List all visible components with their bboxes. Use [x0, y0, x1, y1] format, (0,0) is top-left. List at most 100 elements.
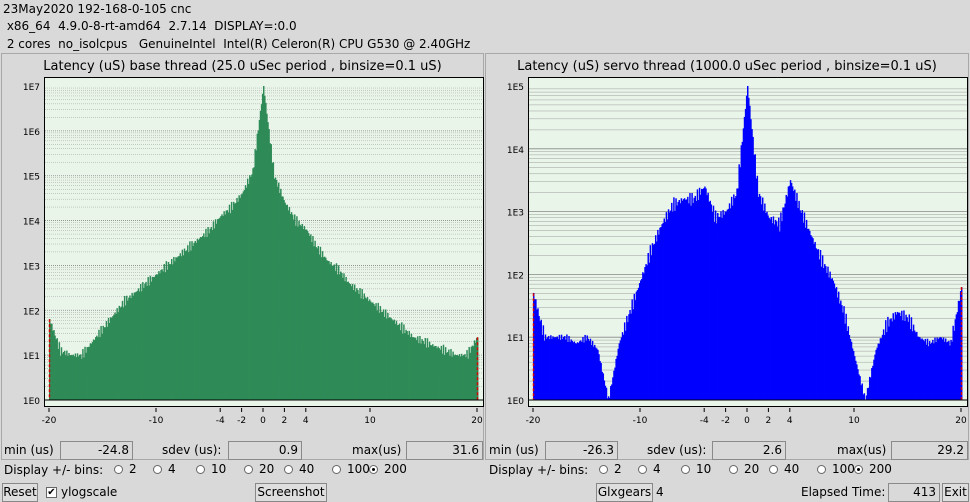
histogram-bar: [780, 212, 782, 400]
histogram-bar: [54, 335, 56, 400]
histogram-bar: [469, 352, 471, 400]
histogram-bar: [235, 202, 237, 400]
glxgears-button[interactable]: Glxgears: [596, 483, 653, 502]
histogram-bar: [281, 196, 283, 400]
histogram-bar: [310, 234, 312, 400]
histogram-bar: [386, 318, 388, 400]
histogram-bar: [220, 216, 222, 400]
histogram-bar: [580, 340, 582, 400]
histogram-bar: [845, 313, 847, 400]
histogram-bar: [778, 217, 780, 400]
histogram-bar: [830, 278, 832, 400]
servo-max-value: 29.2: [891, 441, 968, 460]
bins-option-4[interactable]: 4: [153, 462, 176, 476]
exit-button[interactable]: Exit: [942, 483, 969, 502]
histogram-bar: [725, 211, 728, 400]
histogram-bar: [327, 260, 329, 400]
histogram-bar: [149, 275, 152, 400]
radio-icon[interactable]: [638, 464, 647, 474]
histogram-bar: [827, 266, 829, 400]
histogram-bar: [224, 214, 226, 400]
histogram-bar: [283, 199, 285, 400]
histogram-bar: [739, 167, 741, 400]
ylogscale-checkbox[interactable]: ✔: [46, 487, 57, 498]
histogram-bar: [581, 341, 583, 400]
histogram-bar: [315, 247, 317, 400]
histogram-bar: [608, 397, 611, 400]
histogram-bar: [457, 355, 460, 400]
radio-icon[interactable]: [153, 464, 162, 474]
histogram-bar: [361, 289, 363, 400]
histogram-bar: [223, 211, 225, 400]
histogram-bar: [818, 259, 821, 400]
bins-option-40[interactable]: 40: [769, 462, 799, 476]
histogram-bar: [854, 356, 856, 400]
histogram-bar: [378, 313, 381, 400]
histogram-bar: [554, 337, 556, 400]
bins-option-2[interactable]: 2: [114, 462, 137, 476]
histogram-bar: [424, 337, 427, 400]
histogram-bar: [299, 224, 301, 400]
histogram-bar: [213, 228, 216, 400]
histogram-bar: [592, 346, 595, 400]
bins-option-40[interactable]: 40: [284, 462, 314, 476]
y-tick-label: 1E2: [507, 271, 524, 281]
histogram-bar: [388, 317, 390, 400]
histogram-bar: [881, 334, 884, 400]
histogram-bar: [389, 317, 391, 400]
bins-option-10[interactable]: 10: [681, 462, 711, 476]
histogram-bar: [358, 294, 360, 400]
radio-icon[interactable]: [854, 464, 863, 474]
histogram-bar: [91, 341, 94, 400]
histogram-bar: [450, 349, 452, 400]
radio-icon[interactable]: [196, 464, 205, 474]
histogram-bar: [468, 346, 470, 400]
histogram-bar: [696, 189, 699, 400]
bins-option-4[interactable]: 4: [638, 462, 661, 476]
radio-icon[interactable]: [769, 464, 778, 474]
radio-icon[interactable]: [244, 464, 253, 474]
histogram-bar: [774, 219, 777, 400]
histogram-bar: [83, 357, 85, 400]
bins-option-20[interactable]: 20: [729, 462, 759, 476]
histogram-bar: [116, 308, 118, 400]
histogram-bar: [940, 337, 943, 400]
histogram-bar: [760, 204, 763, 400]
histogram-bar: [56, 338, 58, 400]
bins-option-label: 2: [614, 462, 622, 476]
histogram-bar: [889, 319, 891, 400]
y-tick-label: 1E0: [23, 397, 40, 407]
histogram-bar: [227, 212, 230, 400]
bins-option-10[interactable]: 10: [196, 462, 226, 476]
radio-icon[interactable]: [284, 464, 293, 474]
histogram-bar: [325, 257, 327, 400]
reset-button[interactable]: Reset: [2, 483, 38, 502]
radio-icon[interactable]: [729, 464, 738, 474]
radio-icon[interactable]: [817, 464, 826, 474]
histogram-bar: [435, 346, 437, 400]
radio-icon[interactable]: [332, 464, 341, 474]
radio-icon[interactable]: [599, 464, 608, 474]
histogram-bar: [729, 208, 732, 400]
histogram-bar: [360, 298, 362, 400]
radio-icon[interactable]: [114, 464, 123, 474]
x-tick-label: -4: [216, 416, 225, 426]
histogram-bar: [852, 350, 855, 400]
bins-option-2[interactable]: 2: [599, 462, 622, 476]
bins-option-100[interactable]: 100: [817, 462, 855, 476]
histogram-bar: [934, 337, 936, 400]
histogram-bar: [647, 253, 649, 400]
x-tick-label: 2: [282, 416, 288, 426]
screenshot-button[interactable]: Screenshot: [255, 483, 327, 502]
histogram-bar: [309, 235, 311, 400]
bins-option-20[interactable]: 20: [244, 462, 274, 476]
histogram-bar: [603, 380, 606, 400]
bins-option-100[interactable]: 100: [332, 462, 370, 476]
histogram-bar: [858, 374, 860, 400]
bins-option-200[interactable]: 200: [854, 462, 892, 476]
histogram-bar: [233, 201, 235, 400]
histogram-bar: [775, 221, 778, 400]
radio-icon[interactable]: [369, 464, 378, 474]
bins-option-200[interactable]: 200: [369, 462, 407, 476]
radio-icon[interactable]: [681, 464, 690, 474]
